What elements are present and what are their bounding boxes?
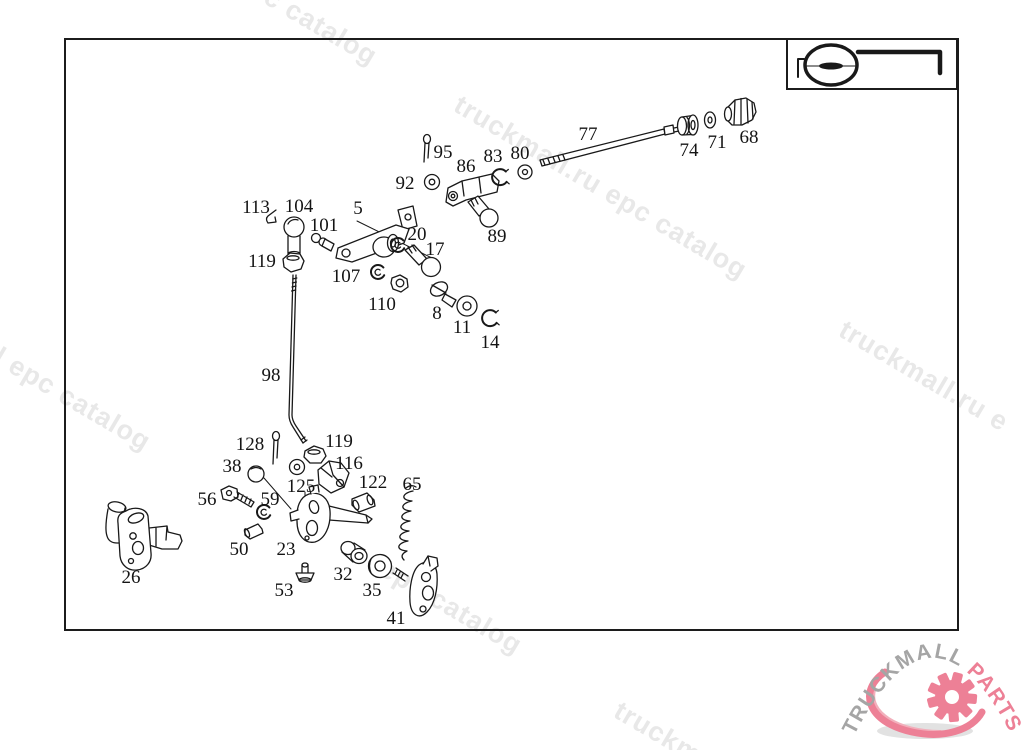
- part-68-knob: [723, 97, 757, 126]
- part-80-washer: [517, 164, 533, 180]
- steering-wheel-column-icon: [797, 43, 943, 87]
- part-label-83: 83: [484, 146, 503, 167]
- part-label-80: 80: [511, 143, 530, 164]
- part-74-grommet: [676, 114, 699, 136]
- part-98-rod: [288, 274, 308, 444]
- part-label-5: 5: [353, 198, 363, 219]
- part-label-77: 77: [579, 124, 598, 145]
- part-119a-nut: [282, 252, 305, 273]
- part-122-pin: [351, 492, 376, 513]
- logo-swoosh: [866, 668, 986, 738]
- part-label-74: 74: [680, 140, 700, 161]
- part-83-snap-ring: [491, 168, 510, 187]
- part-label-125: 125: [287, 476, 316, 497]
- part-label-68: 68: [740, 127, 759, 148]
- part-26-bracket: [105, 501, 183, 571]
- part-label-50: 50: [230, 539, 249, 560]
- part-86-clevis: [445, 173, 500, 207]
- part-41-bracket: [392, 555, 439, 617]
- part-label-17: 17: [426, 239, 445, 260]
- part-65-spring: [398, 485, 417, 561]
- part-label-35: 35: [363, 580, 382, 601]
- part-56-bolt: [220, 485, 255, 508]
- part-label-26: 26: [122, 567, 141, 588]
- part-59-lock-washer: [256, 503, 272, 520]
- part-17-bolt: [404, 244, 442, 278]
- part-128-cotter-pin: [271, 430, 281, 465]
- part-116-clevis: [317, 460, 350, 494]
- part-label-23: 23: [277, 539, 296, 560]
- part-label-113: 113: [242, 197, 270, 218]
- part-11-bushing: [456, 295, 478, 317]
- part-label-122: 122: [359, 472, 388, 493]
- part-110-nut: [390, 274, 409, 293]
- part-label-104: 104: [285, 196, 314, 217]
- part-label-95: 95: [434, 142, 453, 163]
- part-label-89: 89: [488, 226, 507, 247]
- gear-swoosh-icon: [927, 672, 978, 723]
- part-92-washer: [423, 173, 441, 191]
- part-label-11: 11: [453, 317, 471, 338]
- part-label-98: 98: [262, 365, 281, 386]
- part-35-bushing: [367, 553, 393, 579]
- part-label-65: 65: [403, 474, 422, 495]
- part-label-71: 71: [708, 132, 727, 153]
- part-32-bushing: [340, 540, 368, 565]
- part-107-lock-washer: [370, 263, 386, 280]
- part-label-53: 53: [275, 580, 294, 601]
- part-14-e-clip: [481, 309, 500, 328]
- part-label-8: 8: [432, 303, 442, 324]
- part-89-bolt: [467, 195, 499, 228]
- part-label-32: 32: [334, 564, 353, 585]
- part-label-20: 20: [408, 224, 427, 245]
- part-38-ball: [247, 465, 292, 510]
- part-119b-nut: [303, 445, 327, 464]
- part-71-washer: [703, 111, 717, 129]
- part-label-41: 41: [387, 608, 406, 629]
- part-label-128: 128: [236, 434, 265, 455]
- diagram-frame: [64, 38, 959, 631]
- part-95-cotter-pin: [422, 133, 432, 163]
- part-53-grommet: [295, 562, 315, 583]
- part-label-56: 56: [198, 489, 217, 510]
- part-8-screw: [429, 281, 457, 308]
- part-label-116: 116: [335, 453, 363, 474]
- part-label-59: 59: [261, 489, 280, 510]
- part-101-ball-stud: [310, 232, 335, 252]
- part-label-119a: 119: [248, 251, 276, 272]
- part-washer-ring: [288, 458, 306, 476]
- part-label-107: 107: [332, 266, 361, 287]
- part-20-lock-washer: [390, 236, 406, 253]
- part-77-rod: [539, 124, 680, 167]
- part-label-101: 101: [310, 215, 339, 236]
- gear-hole: [945, 690, 959, 704]
- part-label-119b: 119: [325, 431, 353, 452]
- part-50-pin: [243, 523, 264, 540]
- part-label-38: 38: [223, 456, 242, 477]
- part-label-86: 86: [457, 156, 476, 177]
- part-label-110: 110: [368, 294, 396, 315]
- part-label-14: 14: [481, 332, 501, 353]
- part-label-92: 92: [396, 173, 415, 194]
- part-113-clip: [265, 209, 277, 224]
- part-23-lever: [289, 484, 373, 543]
